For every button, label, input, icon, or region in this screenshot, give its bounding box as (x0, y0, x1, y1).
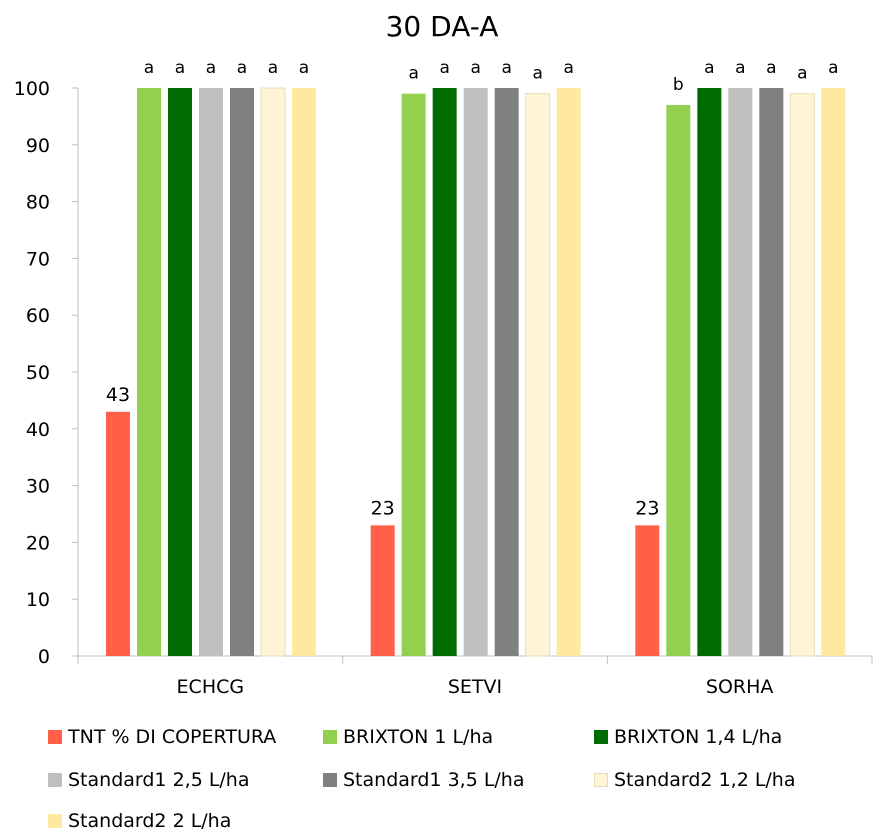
bar (635, 525, 660, 656)
legend-label: TNT % DI COPERTURA (68, 726, 277, 748)
bar (292, 88, 316, 656)
legend-item: Standard2 1,2 L/ha (594, 769, 796, 791)
bar (137, 88, 161, 656)
data-label: a (268, 58, 278, 78)
bar (759, 88, 784, 656)
y-tick-label: 60 (26, 305, 50, 327)
y-tick-label: 80 (26, 192, 50, 214)
y-tick-label: 30 (26, 476, 50, 498)
legend-label: BRIXTON 1,4 L/ha (614, 726, 783, 748)
data-label: a (704, 58, 714, 78)
y-tick-label: 70 (26, 248, 50, 270)
x-tick-label: ECHCG (177, 676, 245, 698)
legend-swatch (48, 773, 62, 787)
y-tick-label: 40 (26, 419, 50, 441)
x-tick-label: SETVI (448, 676, 502, 698)
data-label: a (735, 58, 745, 78)
data-label: a (299, 58, 309, 78)
legend-item: Standard1 2,5 L/ha (48, 769, 250, 791)
legend-item: BRIXTON 1,4 L/ha (594, 726, 782, 748)
legend-item: Standard2 2 L/ha (48, 810, 231, 832)
data-label: a (439, 58, 449, 78)
bar (525, 93, 551, 657)
data-label: 23 (371, 497, 395, 519)
bar (697, 88, 722, 656)
y-tick-label: 0 (38, 646, 50, 668)
legend-label: Standard1 3,5 L/ha (343, 769, 525, 791)
legend-label: BRIXTON 1 L/ha (343, 726, 494, 748)
y-tick-label: 20 (26, 532, 50, 554)
chart-title: 30 DA-A (386, 10, 499, 43)
y-tick-label: 100 (14, 78, 50, 100)
data-label: a (408, 64, 418, 84)
bar (494, 88, 519, 656)
bar (728, 88, 753, 656)
data-label: a (206, 58, 216, 78)
bar (230, 88, 254, 656)
data-label: 23 (635, 497, 659, 519)
bar (260, 87, 286, 657)
bar (199, 88, 223, 656)
bar (821, 88, 846, 656)
bar (401, 93, 426, 657)
data-label: a (501, 58, 511, 78)
bar (789, 93, 815, 657)
bar (666, 105, 691, 657)
data-label: a (766, 58, 776, 78)
y-tick-label: 10 (26, 589, 50, 611)
data-label: a (828, 58, 838, 78)
bar (370, 525, 395, 656)
bar (168, 88, 192, 656)
legend-label: Standard2 2 L/ha (68, 810, 232, 832)
legend-swatch (594, 773, 608, 787)
legend-swatch (594, 730, 608, 744)
data-label: a (797, 64, 807, 84)
legend-swatch (323, 773, 337, 787)
y-tick-label: 50 (26, 362, 50, 384)
data-label: a (144, 58, 154, 78)
data-label: b (673, 75, 684, 95)
data-label: a (175, 58, 185, 78)
y-tick-label: 90 (26, 135, 50, 157)
legend-item: TNT % DI COPERTURA (48, 726, 276, 748)
legend-label: Standard2 1,2 L/ha (614, 769, 796, 791)
data-label: a (563, 58, 573, 78)
legend-swatch (323, 730, 337, 744)
legend-swatch (48, 730, 62, 744)
chart-svg: 30 DA-A 0 10 20 30 40 50 60 70 80 90 100 ECHCG 43 a a a a… (14, 10, 873, 698)
bar (463, 88, 488, 656)
x-tick-label: SORHA (706, 676, 774, 698)
bar (432, 88, 457, 656)
data-label: a (532, 64, 542, 84)
data-label: a (470, 58, 480, 78)
legend-item: BRIXTON 1 L/ha (323, 726, 493, 748)
data-label: a (237, 58, 247, 78)
bar (556, 88, 581, 656)
legend-swatch (48, 814, 62, 828)
data-label: 43 (106, 384, 130, 406)
legend-label: Standard1 2,5 L/ha (68, 769, 250, 791)
legend-item: Standard1 3,5 L/ha (323, 769, 525, 791)
bar (106, 411, 130, 656)
